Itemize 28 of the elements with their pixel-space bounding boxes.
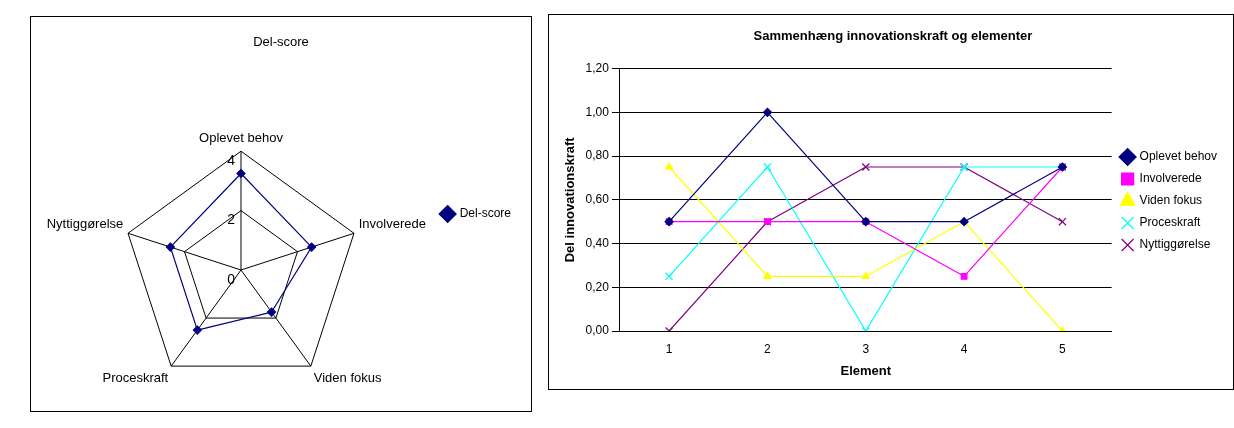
legend-label: Proceskraft — [1139, 215, 1201, 230]
y-tick-label: 0,40 — [585, 235, 610, 250]
y-axis-title: Del innovationskraft — [562, 136, 578, 263]
y-tick-label: 0,60 — [585, 192, 610, 207]
chart-title: Del-score — [253, 34, 309, 50]
y-tick-label: 1,00 — [585, 104, 610, 119]
spoke-label: Nyttiggørelse — [46, 215, 124, 231]
x-tick-label: 2 — [764, 341, 772, 356]
legend-label: Oplevet behov — [1139, 149, 1218, 164]
spoke-label: Oplevet behov — [199, 129, 284, 145]
chart-title: Sammenhæng innovationskraft og elementer — [753, 28, 1033, 44]
y-tick-label: 0,80 — [585, 148, 610, 163]
legend-label: Involverede — [1139, 171, 1202, 186]
spoke-label: Proceskraft — [102, 369, 169, 385]
x-tick-label: 4 — [960, 341, 968, 356]
legend-label: Viden fokus — [1139, 193, 1203, 208]
x-tick-label: 5 — [1059, 341, 1067, 356]
legend-label: Del-score — [459, 206, 512, 221]
x-tick-label: 3 — [862, 341, 870, 356]
y-tick-label: 0 — [227, 270, 236, 287]
x-axis-title: Element — [840, 362, 892, 378]
y-tick-label: 0,00 — [585, 323, 610, 338]
y-tick-label: 1,20 — [585, 60, 610, 75]
spoke-label: Viden fokus — [313, 369, 382, 385]
y-tick-label: 0,20 — [585, 279, 610, 294]
spoke-label: Involverede — [358, 215, 426, 231]
legend-label: Nyttiggørelse — [1139, 237, 1211, 252]
x-tick-label: 1 — [665, 341, 673, 356]
